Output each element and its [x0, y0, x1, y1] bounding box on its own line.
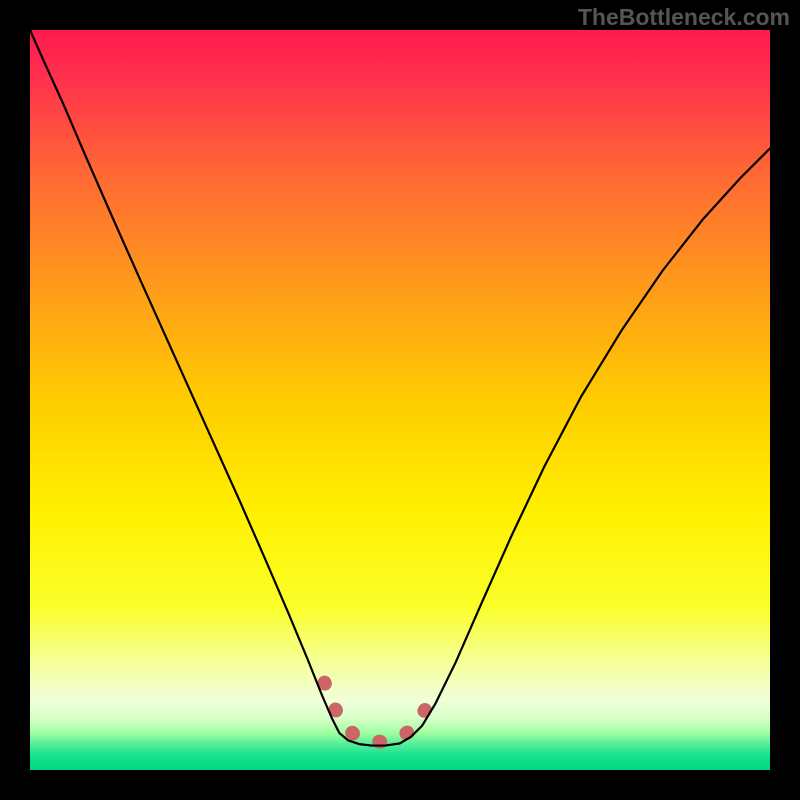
plot-area [30, 30, 770, 770]
watermark-text: TheBottleneck.com [578, 4, 790, 31]
chart-svg [0, 0, 800, 800]
